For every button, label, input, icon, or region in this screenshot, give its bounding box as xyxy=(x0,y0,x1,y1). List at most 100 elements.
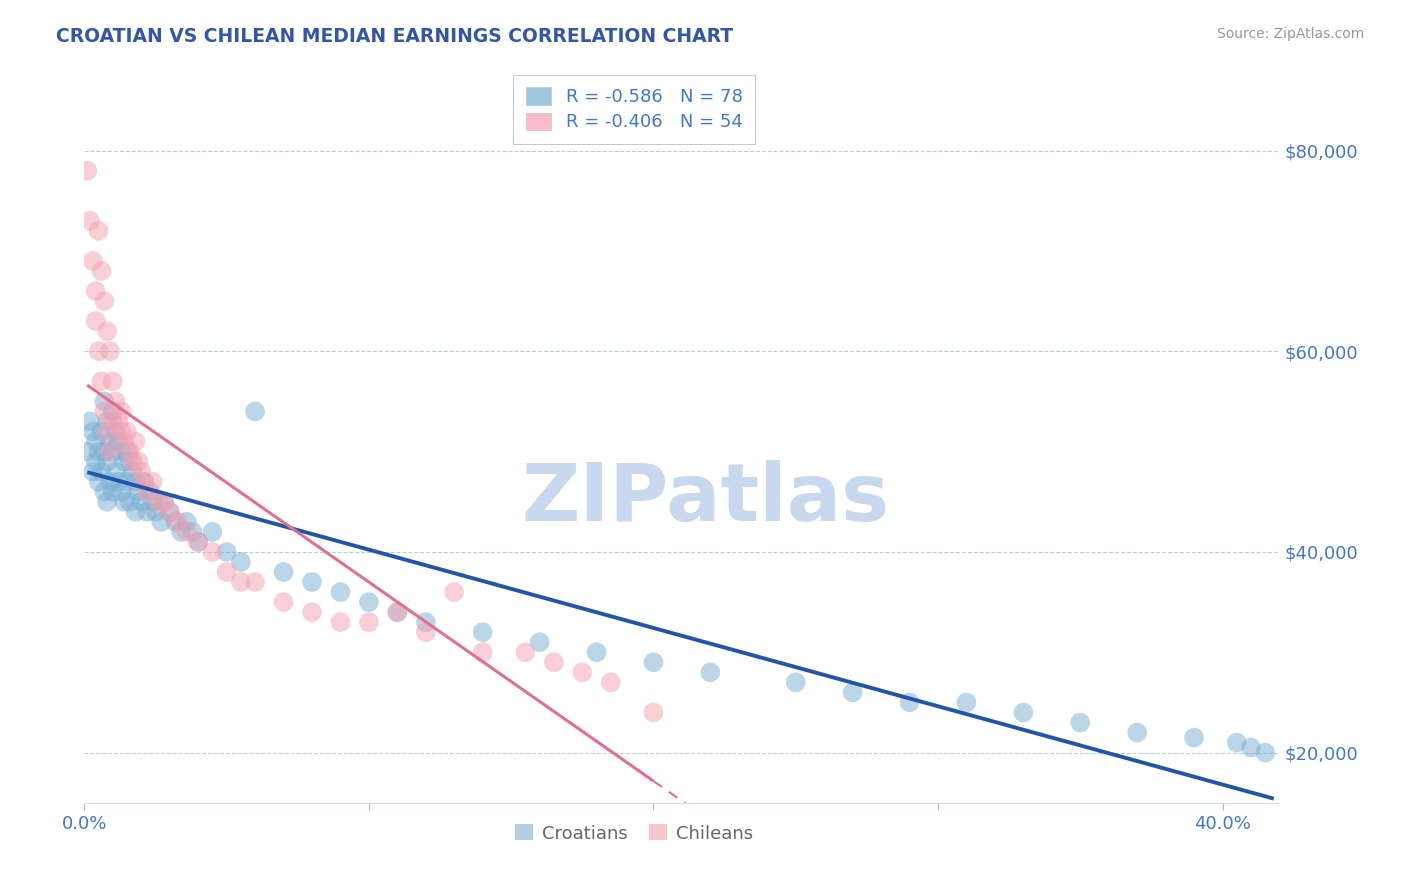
Point xyxy=(215,545,238,559)
Text: Source: ZipAtlas.com: Source: ZipAtlas.com xyxy=(1216,27,1364,41)
Text: ZIPatlas: ZIPatlas xyxy=(522,460,890,539)
Point xyxy=(1126,725,1149,739)
Point xyxy=(104,425,127,439)
Legend: Croatians, Chileans: Croatians, Chileans xyxy=(506,815,762,852)
Point xyxy=(1182,731,1205,745)
Point xyxy=(1012,706,1035,720)
Text: CROATIAN VS CHILEAN MEDIAN EARNINGS CORRELATION CHART: CROATIAN VS CHILEAN MEDIAN EARNINGS CORR… xyxy=(56,27,734,45)
Point xyxy=(471,625,494,640)
Point xyxy=(84,434,107,449)
Point xyxy=(415,625,437,640)
Point xyxy=(112,434,135,449)
Point xyxy=(93,444,115,458)
Point xyxy=(132,475,156,489)
Point xyxy=(145,505,167,519)
Point xyxy=(142,494,165,508)
Point xyxy=(96,425,118,439)
Point xyxy=(107,434,129,449)
Point xyxy=(110,425,132,439)
Point xyxy=(115,444,138,458)
Point xyxy=(201,524,224,539)
Point xyxy=(82,425,104,439)
Point xyxy=(243,404,266,418)
Point xyxy=(543,655,565,669)
Point xyxy=(98,434,121,449)
Point xyxy=(1240,740,1263,755)
Point xyxy=(101,374,124,388)
Point xyxy=(643,706,665,720)
Point xyxy=(82,465,104,479)
Point xyxy=(129,465,152,479)
Point xyxy=(176,515,198,529)
Point xyxy=(699,665,721,680)
Point xyxy=(643,655,665,669)
Point xyxy=(273,595,295,609)
Point xyxy=(121,454,143,469)
Point xyxy=(571,665,593,680)
Point xyxy=(96,324,118,338)
Point xyxy=(329,585,352,599)
Point xyxy=(1226,735,1249,749)
Point xyxy=(84,454,107,469)
Point xyxy=(415,615,437,630)
Point xyxy=(387,605,409,619)
Point xyxy=(76,163,98,178)
Point xyxy=(443,585,465,599)
Point xyxy=(118,444,141,458)
Point xyxy=(201,545,224,559)
Point xyxy=(115,475,138,489)
Point xyxy=(98,475,121,489)
Point xyxy=(243,574,266,589)
Point xyxy=(107,414,129,428)
Point xyxy=(329,615,352,630)
Point xyxy=(90,264,112,278)
Point xyxy=(585,645,607,659)
Point xyxy=(110,444,132,458)
Point xyxy=(93,394,115,409)
Point xyxy=(127,484,149,499)
Point xyxy=(127,454,149,469)
Point xyxy=(153,494,176,508)
Point xyxy=(90,374,112,388)
Point xyxy=(1254,746,1277,760)
Point xyxy=(104,394,127,409)
Point xyxy=(301,574,323,589)
Point xyxy=(273,565,295,579)
Point xyxy=(136,505,159,519)
Point xyxy=(82,253,104,268)
Point xyxy=(87,444,110,458)
Point xyxy=(90,465,112,479)
Point xyxy=(76,444,98,458)
Point xyxy=(471,645,494,659)
Point xyxy=(898,696,921,710)
Point xyxy=(79,213,101,227)
Point xyxy=(165,515,187,529)
Point xyxy=(181,524,204,539)
Point xyxy=(167,515,190,529)
Point xyxy=(159,505,181,519)
Point xyxy=(107,475,129,489)
Point xyxy=(529,635,551,649)
Point xyxy=(98,444,121,458)
Point xyxy=(101,484,124,499)
Point xyxy=(153,494,176,508)
Point xyxy=(124,434,146,449)
Point xyxy=(84,314,107,328)
Point xyxy=(187,534,209,549)
Point xyxy=(841,685,863,699)
Point xyxy=(515,645,537,659)
Point xyxy=(150,515,173,529)
Point xyxy=(101,404,124,418)
Point xyxy=(98,344,121,359)
Point xyxy=(101,444,124,458)
Point xyxy=(93,404,115,418)
Point xyxy=(124,475,146,489)
Point xyxy=(118,494,141,508)
Point xyxy=(87,344,110,359)
Point xyxy=(84,284,107,298)
Point xyxy=(132,475,156,489)
Point xyxy=(301,605,323,619)
Point xyxy=(110,404,132,418)
Point xyxy=(176,524,198,539)
Point xyxy=(785,675,807,690)
